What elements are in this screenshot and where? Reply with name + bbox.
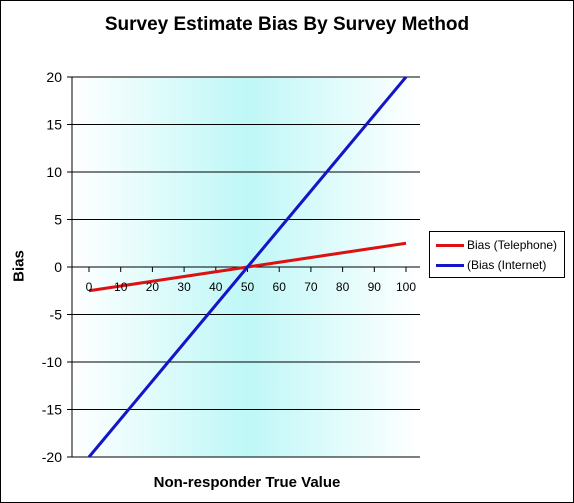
- legend: Bias (Telephone) (Bias (Internet): [429, 231, 565, 278]
- y-tick-label: -15: [42, 402, 62, 418]
- y-tick-label: -20: [42, 449, 62, 465]
- x-tick-label: 10: [114, 280, 128, 294]
- x-tick-label: 0: [86, 280, 93, 294]
- x-tick-label: 20: [146, 280, 160, 294]
- y-tick-label: 0: [54, 259, 62, 275]
- x-tick-labels: 0 10 20 30 40 50 60 70 80 90 100: [86, 280, 417, 294]
- x-tick-label: 70: [304, 280, 318, 294]
- legend-item-telephone: Bias (Telephone): [436, 237, 557, 253]
- x-tick-label: 80: [336, 280, 350, 294]
- axes: [67, 76, 407, 458]
- y-axis-label: Bias: [10, 250, 28, 282]
- legend-item-internet: (Bias (Internet): [436, 257, 546, 273]
- series-group: [87, 76, 408, 458]
- x-axis-label: Non-responder True Value: [153, 474, 341, 491]
- legend-swatch-telephone: [436, 243, 464, 247]
- y-tick-label: 15: [46, 117, 62, 133]
- legend-swatch-internet: [436, 263, 464, 267]
- chart-title: Survey Estimate Bias By Survey Method: [104, 14, 470, 35]
- x-tick-label: 90: [368, 280, 382, 294]
- y-tick-label: 10: [46, 164, 62, 180]
- y-tick-label: 5: [54, 212, 62, 228]
- x-tick-label: 100: [396, 280, 416, 294]
- y-tick-label: -5: [50, 307, 63, 323]
- x-tick-label: 30: [177, 280, 191, 294]
- legend-label-internet: (Bias (Internet): [467, 258, 547, 272]
- x-tick-label: 50: [241, 280, 255, 294]
- legend-label-telephone: Bias (Telephone): [467, 238, 558, 252]
- x-tick-label: 60: [273, 280, 287, 294]
- x-tick-label: 40: [209, 280, 223, 294]
- y-tick-label: 20: [46, 69, 62, 85]
- series-line-internet: [87, 76, 408, 458]
- y-tick-label: -10: [42, 354, 62, 370]
- y-tick-labels: 20 15 10 5 0 -5 -10 -15 -20: [42, 69, 62, 465]
